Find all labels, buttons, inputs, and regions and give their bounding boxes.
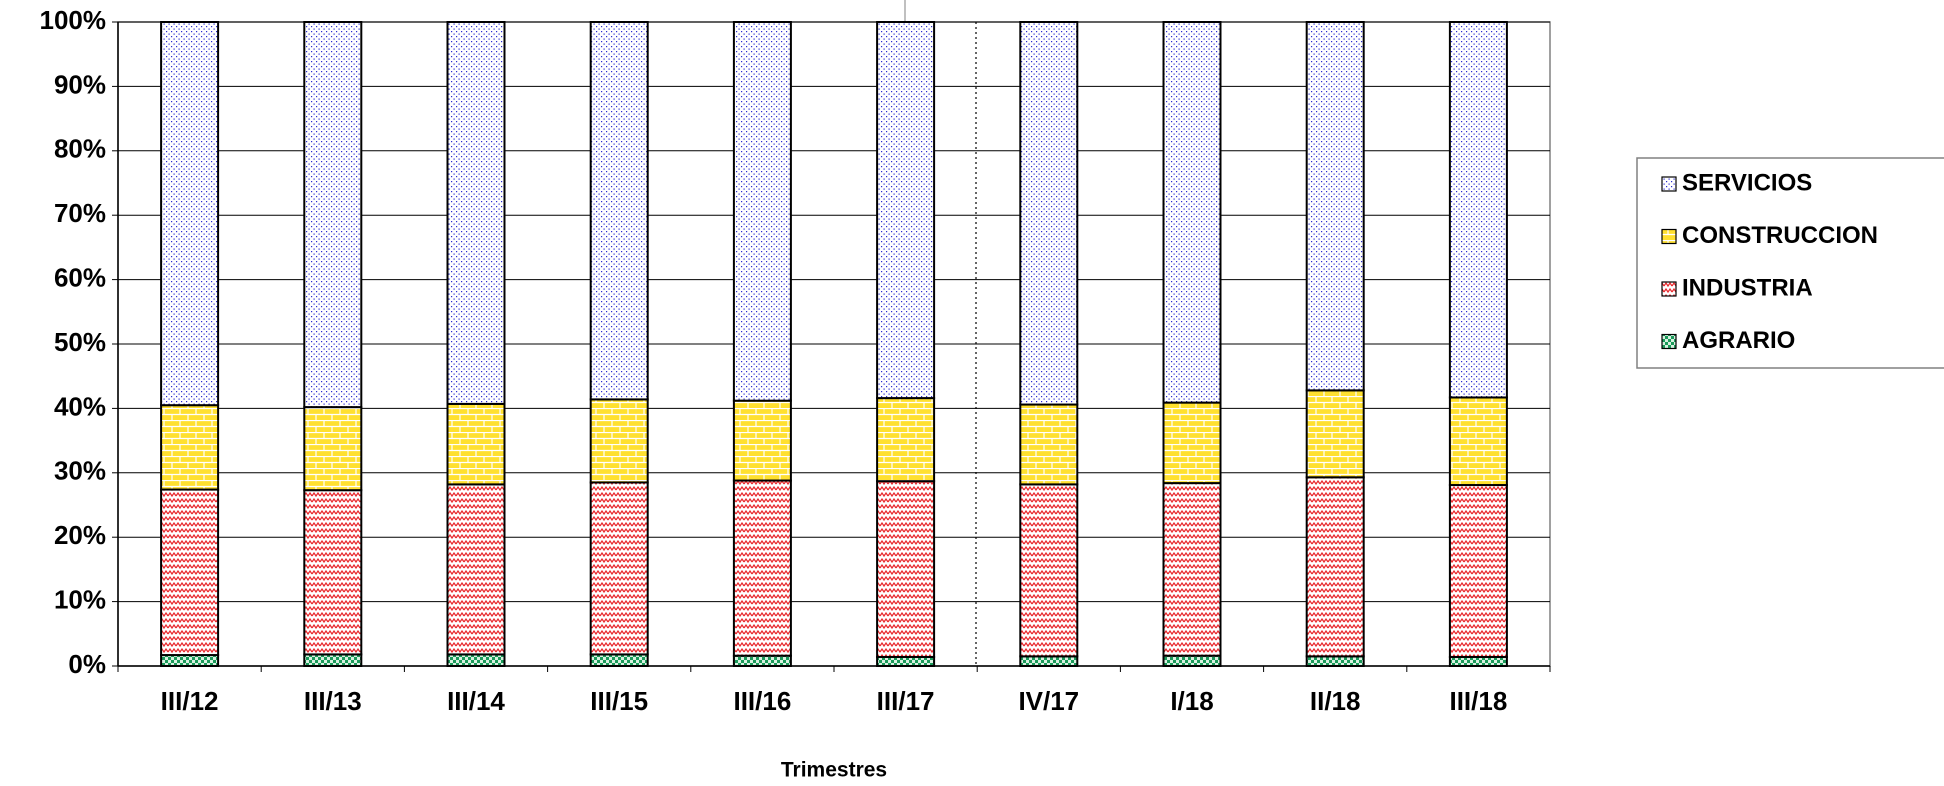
bar-segment <box>589 398 649 484</box>
bar-segment <box>1019 483 1079 658</box>
legend-swatch <box>1661 228 1677 245</box>
bar-segment <box>446 21 506 405</box>
y-tick-label: 70% <box>54 198 106 228</box>
bar-segment <box>446 402 506 486</box>
legend-swatch <box>1661 281 1677 297</box>
bar-segment <box>876 397 936 483</box>
x-tick-label: I/18 <box>1170 686 1213 716</box>
y-tick-label: 60% <box>54 262 106 292</box>
x-tick-label: III/14 <box>447 686 505 716</box>
y-tick-label: 80% <box>54 134 106 164</box>
bar-segment <box>446 483 506 656</box>
y-tick-label: 40% <box>54 391 106 421</box>
legend-label: INDUSTRIA <box>1682 274 1813 301</box>
bar-segment <box>1162 482 1222 657</box>
bar-segment <box>1305 476 1365 658</box>
bar-segment <box>589 481 649 656</box>
bar-segment <box>1019 403 1079 486</box>
bar-segment <box>1305 21 1365 392</box>
bar-segment <box>589 653 649 668</box>
bar-segment <box>1448 655 1508 668</box>
x-tick-label: III/13 <box>304 686 362 716</box>
bar-segment <box>160 404 220 491</box>
bar-segment <box>160 21 220 407</box>
bar-segment <box>732 479 792 657</box>
bar-segment <box>1162 21 1222 404</box>
x-tick-label: III/18 <box>1449 686 1507 716</box>
bar-segment <box>160 488 220 657</box>
bar-segment <box>1448 21 1508 399</box>
legend-label: AGRARIO <box>1682 327 1795 354</box>
x-tick-label: III/17 <box>877 686 935 716</box>
legend-label: SERVICIOS <box>1682 169 1812 196</box>
bar-segment <box>1162 654 1222 667</box>
bar-segment <box>303 489 363 656</box>
x-tick-label: IV/17 <box>1018 686 1079 716</box>
legend-box <box>1636 157 1944 369</box>
y-tick-label: 30% <box>54 456 106 486</box>
legend-swatch <box>1661 333 1677 350</box>
y-tick-label: 90% <box>54 69 106 99</box>
y-tick-label: 10% <box>54 584 106 614</box>
bar-segment <box>303 406 363 492</box>
bar-segment <box>876 655 936 668</box>
bar-segment <box>589 21 649 401</box>
x-tick-label: III/15 <box>590 686 648 716</box>
bar-segment <box>732 399 792 482</box>
bar-segment <box>1448 484 1508 658</box>
bar-segment <box>1305 655 1365 668</box>
y-tick-label: 100% <box>40 5 107 35</box>
x-tick-label: III/16 <box>733 686 791 716</box>
x-tick-label: II/18 <box>1310 686 1361 716</box>
bar-segment <box>876 480 936 658</box>
bar-segment <box>732 654 792 667</box>
legend-swatch <box>1661 176 1677 192</box>
bar-segment <box>732 21 792 402</box>
legend-label: CONSTRUCCION <box>1682 222 1878 249</box>
bar-segment <box>446 653 506 668</box>
y-tick-label: 20% <box>54 520 106 550</box>
bar-segment <box>1305 389 1365 479</box>
x-axis-label: Trimestres <box>781 759 887 782</box>
x-tick-label: III/12 <box>161 686 219 716</box>
y-tick-label: 50% <box>54 327 106 357</box>
bar-segment <box>1448 396 1508 487</box>
y-tick-label: 0% <box>68 649 106 679</box>
bar-segment <box>1162 401 1222 485</box>
bar-segment <box>876 21 936 400</box>
bar-segment <box>1019 21 1079 406</box>
bar-segment <box>1019 655 1079 668</box>
bar-segment <box>303 21 363 409</box>
bar-segment <box>303 653 363 668</box>
bar-segment <box>160 654 220 668</box>
